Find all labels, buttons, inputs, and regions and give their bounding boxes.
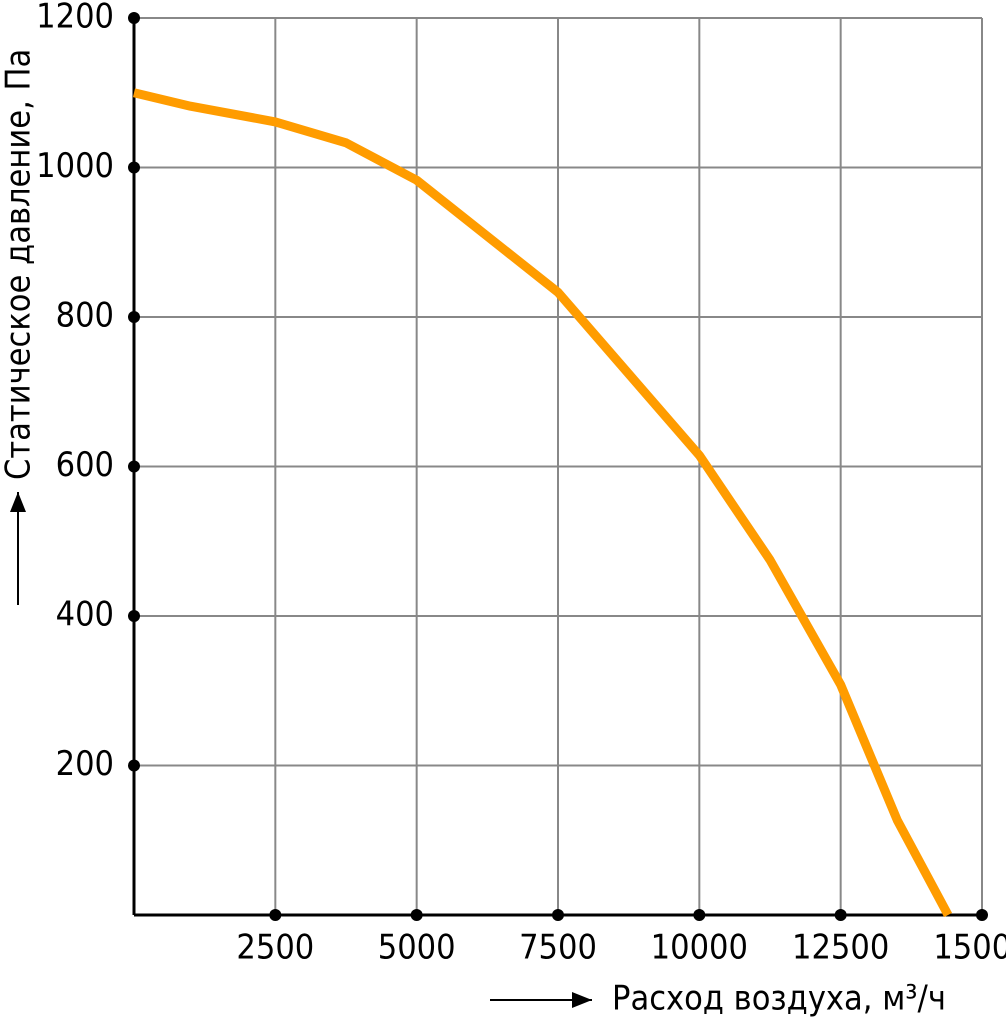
y-axis-label: Статическое давление, Па [0,49,39,480]
tick-dot [269,909,282,921]
y-tick-label: 1000 [36,146,114,186]
tick-dot [128,12,140,24]
x-tick-label: 7500 [519,928,597,968]
x-tick-label: 12500 [792,928,889,968]
tick-dot [128,311,140,323]
x-tick-label: 15000 [933,928,1006,968]
tick-dot [976,909,988,921]
x-tick-label: 5000 [378,928,456,968]
y-tick-label: 400 [56,595,114,635]
tick-dot [693,909,706,921]
tick-dot [128,759,140,772]
y-tick-label: 600 [56,445,114,485]
x-axis-label: Расход воздуха, м³/ч [612,979,946,1019]
y-tick-label: 800 [56,296,114,336]
x-tick-label: 2500 [236,928,314,968]
tick-dot [128,610,140,622]
curve [132,88,953,918]
tick-dot [834,909,847,921]
tick-dot [128,161,140,174]
y-tick-label: 200 [56,744,114,784]
tick-dot [128,460,140,473]
y-tick-label: 1200 [36,0,114,37]
tick-dot [410,909,423,921]
x-tick-label: 10000 [651,928,748,968]
tick-dot [552,909,564,921]
